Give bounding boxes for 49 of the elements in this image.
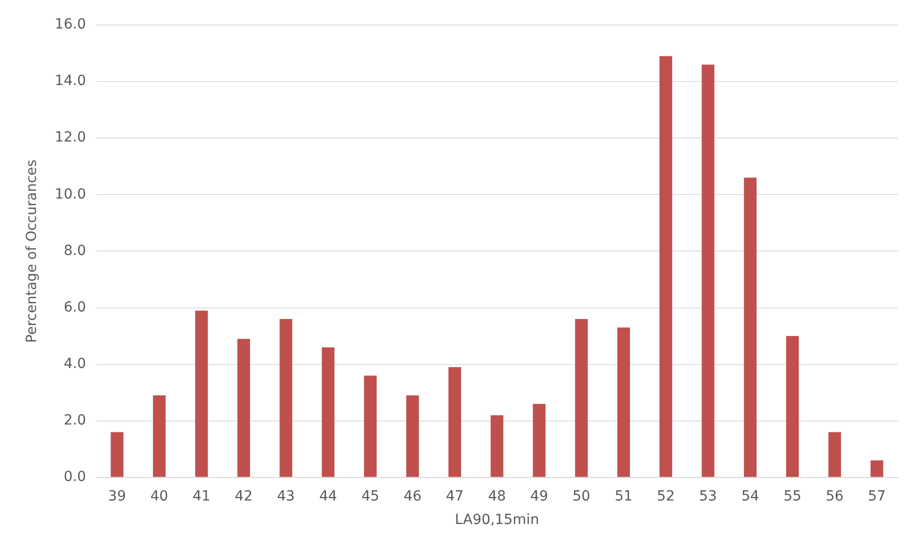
y-tick-label: 0.0 bbox=[64, 469, 86, 486]
bar bbox=[152, 395, 166, 477]
y-tick-label: 12.0 bbox=[54, 130, 86, 146]
x-tick-label: 50 bbox=[572, 488, 590, 504]
bar bbox=[786, 336, 799, 477]
bar bbox=[660, 56, 672, 477]
x-tick-label: 40 bbox=[150, 488, 168, 504]
x-tick-label: 54 bbox=[741, 488, 760, 504]
bar bbox=[870, 460, 884, 477]
x-tick-label: 49 bbox=[530, 488, 548, 504]
bar bbox=[702, 64, 714, 477]
x-axis-title: LA90,15min bbox=[454, 512, 540, 528]
x-tick-label: 51 bbox=[614, 488, 633, 504]
bar bbox=[828, 432, 842, 477]
bar bbox=[490, 415, 504, 477]
x-tick-label: 39 bbox=[108, 488, 126, 504]
y-tick-label: 10.0 bbox=[54, 186, 86, 202]
bar bbox=[364, 376, 377, 477]
bar bbox=[617, 328, 630, 477]
x-tick-label: 57 bbox=[868, 488, 886, 504]
bar bbox=[110, 432, 124, 477]
x-tick-label: 53 bbox=[699, 488, 717, 504]
bar bbox=[322, 347, 334, 477]
x-tick-label: 43 bbox=[277, 488, 295, 504]
y-tick-label: 4.0 bbox=[64, 356, 86, 372]
bar bbox=[744, 178, 757, 477]
y-axis-title: Percentage of Occurances bbox=[24, 160, 40, 343]
bar bbox=[237, 338, 250, 477]
bar bbox=[575, 319, 588, 477]
y-tick-label: 16.0 bbox=[54, 16, 86, 33]
x-tick-label: 46 bbox=[404, 488, 422, 504]
x-tick-label: 42 bbox=[234, 488, 253, 504]
x-tick-label: 47 bbox=[446, 488, 464, 504]
x-tick-label: 41 bbox=[192, 488, 210, 504]
bar bbox=[195, 310, 208, 477]
bar bbox=[448, 367, 462, 477]
x-tick-label: 52 bbox=[656, 488, 675, 504]
x-tick-label: 56 bbox=[826, 488, 844, 504]
x-tick-label: 48 bbox=[488, 488, 506, 504]
y-tick-label: 14.0 bbox=[54, 73, 86, 90]
x-tick-label: 44 bbox=[319, 488, 338, 504]
y-tick-label: 2.0 bbox=[64, 412, 86, 428]
x-tick-label: 45 bbox=[361, 488, 380, 504]
y-tick-label: 8.0 bbox=[64, 242, 86, 259]
bar bbox=[532, 404, 546, 477]
bar bbox=[280, 319, 292, 477]
y-tick-label: 6.0 bbox=[64, 299, 86, 316]
x-tick-label: 55 bbox=[784, 488, 802, 504]
bar bbox=[406, 395, 419, 477]
